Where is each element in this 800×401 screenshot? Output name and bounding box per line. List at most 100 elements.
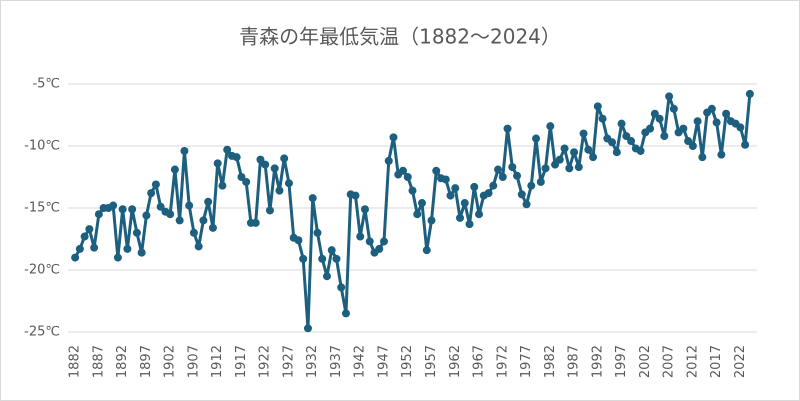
data-point <box>736 123 745 132</box>
data-point <box>584 145 593 154</box>
data-point <box>194 242 203 251</box>
data-point <box>94 210 103 219</box>
x-tick-label: 2022 <box>733 345 748 378</box>
data-point <box>294 236 303 245</box>
x-tick-label: 1902 <box>163 345 178 378</box>
data-point <box>413 210 422 219</box>
x-tick-label: 1882 <box>68 345 83 378</box>
data-point <box>422 246 431 255</box>
data-point <box>251 218 260 227</box>
data-point <box>213 159 222 168</box>
data-point <box>208 223 217 232</box>
data-point <box>80 232 89 241</box>
data-point <box>118 205 127 214</box>
data-point <box>147 189 156 198</box>
y-tick-label: -10℃ <box>24 139 60 154</box>
data-point <box>655 114 664 123</box>
x-tick-label: 1957 <box>424 345 439 378</box>
data-point <box>574 163 583 172</box>
data-point <box>717 150 726 159</box>
data-point <box>560 144 569 153</box>
data-point <box>408 186 417 195</box>
data-point <box>265 206 274 215</box>
data-point <box>299 254 308 263</box>
data-point <box>593 102 602 111</box>
x-tick-label: 1922 <box>258 345 273 378</box>
x-tick-label: 1912 <box>210 345 225 378</box>
data-point <box>71 253 80 262</box>
data-point <box>546 122 555 131</box>
data-point <box>156 202 165 211</box>
x-tick-label: 1982 <box>543 345 558 378</box>
data-point <box>142 211 151 220</box>
x-tick-label: 1887 <box>91 345 106 378</box>
data-point <box>90 243 99 252</box>
data-point <box>123 244 132 253</box>
x-tick-label: 1897 <box>139 345 154 378</box>
data-point <box>617 119 626 128</box>
data-point <box>684 137 693 146</box>
x-tick-label: 1942 <box>353 345 368 378</box>
data-point <box>275 186 284 195</box>
data-point <box>151 180 160 189</box>
data-point <box>494 165 503 174</box>
data-point <box>75 244 84 253</box>
data-point <box>484 189 493 198</box>
data-point <box>627 137 636 146</box>
y-tick-label: -15℃ <box>24 201 60 216</box>
x-tick-label: 2012 <box>685 345 700 378</box>
data-point <box>460 199 469 208</box>
data-point <box>513 171 522 180</box>
data-point <box>570 148 579 157</box>
data-point <box>204 197 213 206</box>
data-point <box>660 132 669 141</box>
data-point <box>475 210 484 219</box>
data-point <box>432 166 441 175</box>
data-point <box>237 173 246 181</box>
data-point <box>175 216 184 225</box>
data-point <box>113 253 122 262</box>
data-point <box>532 134 541 143</box>
data-point <box>318 254 327 263</box>
data-point <box>470 182 479 191</box>
data-point <box>322 272 331 281</box>
data-point <box>398 166 407 175</box>
data-point <box>722 109 731 118</box>
data-point <box>427 216 436 225</box>
data-point <box>375 244 384 253</box>
data-point <box>741 140 750 149</box>
x-tick-label: 1927 <box>281 345 296 378</box>
data-point <box>185 201 194 210</box>
data-point <box>712 118 721 127</box>
data-point <box>527 181 536 190</box>
data-point <box>465 220 474 229</box>
data-point <box>166 210 175 219</box>
data-point <box>598 114 607 123</box>
data-point <box>132 228 141 237</box>
x-tick-label: 1997 <box>614 345 629 378</box>
x-tick-label: 1962 <box>448 345 463 378</box>
data-point <box>622 132 631 141</box>
x-tick-label: 1892 <box>115 345 130 378</box>
data-point <box>189 228 198 237</box>
data-point <box>303 324 312 333</box>
data-point <box>351 191 360 200</box>
y-tick-label: -5℃ <box>32 77 60 92</box>
data-point <box>650 109 659 118</box>
data-point <box>341 309 350 318</box>
data-point <box>441 175 450 184</box>
data-point <box>280 154 289 163</box>
data-point <box>555 155 564 164</box>
data-point <box>232 153 241 162</box>
data-point <box>261 160 270 169</box>
data-point <box>180 146 189 155</box>
data-point <box>646 124 655 133</box>
data-point <box>579 129 588 138</box>
x-tick-label: 1907 <box>186 345 201 378</box>
data-point <box>109 201 118 210</box>
x-tick-label: 1932 <box>305 345 320 378</box>
data-point <box>403 173 412 181</box>
data-point <box>688 142 697 150</box>
data-point <box>589 153 598 162</box>
